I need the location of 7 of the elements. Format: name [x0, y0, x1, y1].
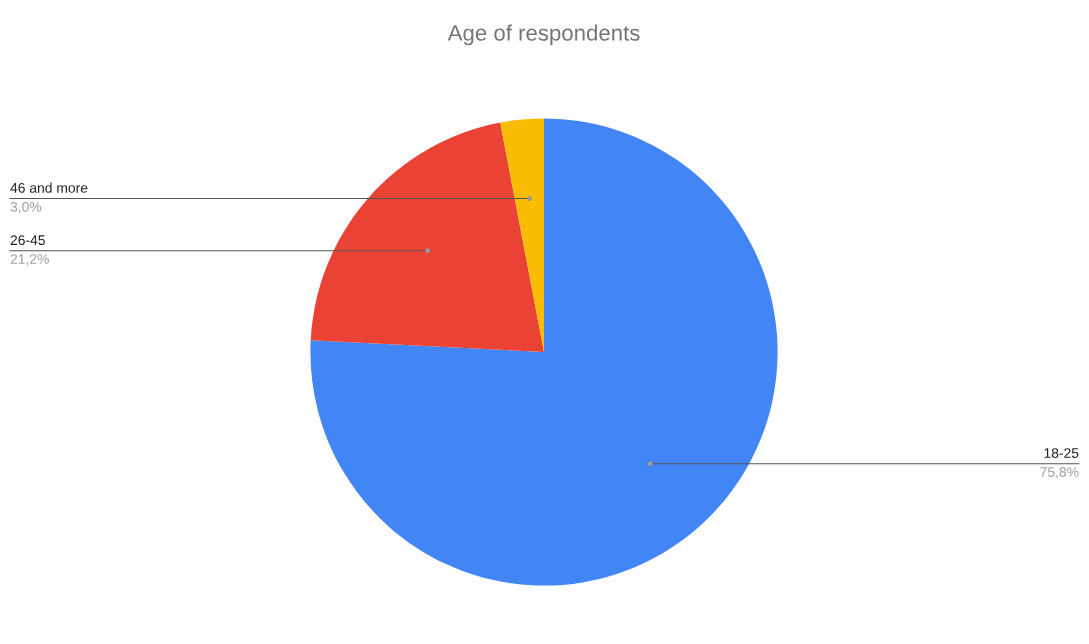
chart-title: Age of respondents: [447, 24, 640, 46]
slice-label: 26-45: [10, 235, 45, 246]
slice-label: 46 and more: [10, 182, 88, 193]
data-label: 3,0%: [10, 201, 42, 214]
data-label: 21,2%: [10, 254, 49, 266]
slice-label: 18-25: [1044, 448, 1079, 458]
data-label: 75,8%: [1040, 467, 1079, 479]
